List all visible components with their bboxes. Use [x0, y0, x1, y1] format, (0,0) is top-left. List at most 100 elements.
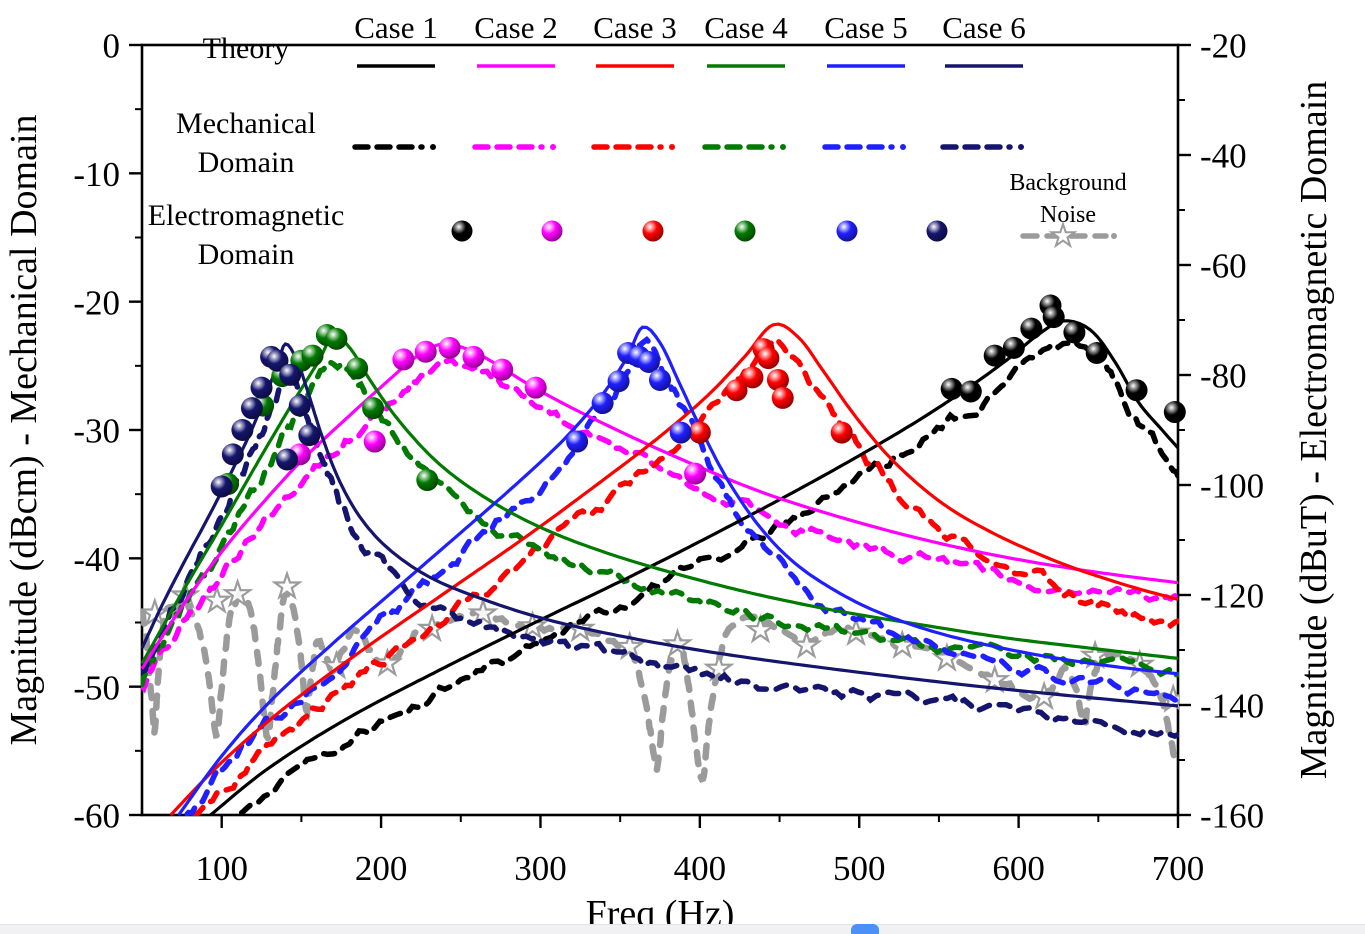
y-right-tick-label: -140 [1200, 687, 1264, 726]
mech-curve-case-3 [186, 336, 1179, 816]
svg-text:Domain: Domain [198, 146, 295, 179]
x-tick-label: 700 [1152, 849, 1205, 888]
sphere-marker [346, 357, 369, 380]
sphere-marker [279, 363, 302, 386]
star-icon [221, 577, 254, 608]
y-right-tick-label: -40 [1200, 137, 1247, 176]
sphere-marker [240, 397, 263, 420]
sphere-marker [669, 421, 692, 444]
em-points-case-1 [940, 294, 1186, 424]
sphere-marker [684, 462, 707, 485]
star-icon [978, 663, 1011, 694]
em-points-case-5 [566, 342, 692, 453]
star-icon [371, 647, 404, 677]
sphere-marker [362, 397, 385, 420]
y-right-axis-title: Magnitude (dBuT) - Electromagnetic Domai… [1293, 81, 1335, 780]
sphere-marker [416, 469, 439, 492]
sphere-marker [1042, 306, 1065, 329]
sphere-marker [725, 379, 748, 402]
sphere-marker [607, 370, 630, 393]
sphere-marker [757, 347, 780, 370]
sphere-marker [414, 340, 437, 363]
sphere-marker [566, 430, 589, 453]
star-icon [201, 584, 233, 615]
star-icon [614, 630, 646, 661]
mech-curve-case-4 [141, 359, 1179, 688]
legend-sphere-swatch [451, 220, 473, 242]
sphere-marker [288, 394, 311, 417]
x-tick-label: 500 [833, 849, 886, 888]
sphere-marker [591, 392, 614, 415]
y-left-tick-label: -50 [73, 668, 120, 707]
sphere-marker [250, 376, 273, 399]
sphere-marker [392, 348, 415, 371]
x-tick-label: 300 [514, 849, 567, 888]
y-left-tick-label: -30 [73, 412, 120, 451]
y-left-tick-label: -10 [73, 155, 120, 194]
theory-curve-case-2 [141, 342, 1179, 670]
theory-curve-case-3 [169, 322, 1179, 816]
sphere-marker [741, 366, 764, 389]
star-icon [790, 629, 823, 659]
sphere-marker [649, 368, 671, 391]
legend-case-label: Case 4 [704, 10, 788, 45]
series-background-noise [141, 587, 1179, 783]
theory-curve-case-6 [141, 342, 1179, 708]
sphere-marker [301, 344, 324, 367]
x-tick-label: 400 [674, 849, 727, 888]
legend-case-label: Case 3 [593, 10, 677, 45]
axes: 100 200 300 400 500 600 700 0 -10 -20 -30 -40 -50 -60… [73, 27, 1264, 888]
x-tick-label: 100 [195, 849, 248, 888]
x-tick-label: 600 [992, 849, 1045, 888]
sphere-marker [940, 377, 963, 400]
bottom-system-strip [0, 924, 1365, 934]
svg-text:Domain: Domain [198, 238, 295, 271]
star-icon [703, 652, 735, 683]
legend-sphere-swatch [642, 220, 664, 242]
sphere-marker [438, 336, 461, 359]
sphere-marker [276, 448, 299, 471]
sphere-marker [637, 350, 660, 373]
x-tick-label: 200 [355, 849, 408, 888]
y-right-tick-label: -100 [1200, 467, 1264, 506]
em-points-case-6 [210, 345, 321, 498]
sphere-marker [830, 421, 853, 444]
legend-noise-star-icon [1048, 220, 1078, 249]
star-icon [467, 596, 499, 627]
svg-text:Noise: Noise [1040, 202, 1096, 228]
legend: Case 1 Case 2 Case 3 Case 4 Case 5 Case 6 Theo… [148, 10, 1127, 271]
y-left-axis-title: Magnitude (dBcm) - Mechanical Domain [3, 114, 45, 745]
sphere-marker [1085, 342, 1108, 364]
sphere-marker [766, 368, 789, 391]
legend-case-label: Case 1 [354, 10, 438, 45]
sphere-marker [231, 419, 254, 441]
star-icon [661, 627, 694, 658]
star-icon [271, 570, 303, 600]
star-icon [744, 613, 777, 644]
sphere-marker [363, 430, 386, 453]
mech-curve-case-5 [182, 336, 1179, 816]
sphere-marker [266, 349, 289, 372]
sphere-marker [959, 380, 982, 403]
sphere-marker [1002, 336, 1025, 359]
legend-case-label: Case 6 [942, 10, 1026, 45]
sphere-marker [1020, 317, 1043, 340]
legend-sphere-swatch [926, 220, 948, 242]
y-left-tick-label: -60 [73, 797, 120, 836]
y-left-tick-label: -40 [73, 540, 120, 579]
sphere-marker [983, 344, 1006, 367]
theory-curve-case-4 [141, 334, 1179, 665]
legend-sphere-swatch [836, 220, 858, 242]
scrollbar-thumb[interactable] [851, 924, 879, 934]
legend-case-label: Case 2 [474, 10, 558, 45]
y-left-tick-label: -20 [73, 283, 120, 322]
sphere-marker [462, 345, 485, 368]
sphere-marker [1125, 379, 1148, 402]
sphere-marker [1063, 321, 1086, 344]
sphere-marker [524, 376, 547, 399]
sphere-marker [221, 443, 244, 466]
legend-row-electromagnetic: Electromagnetic [148, 199, 345, 232]
sphere-marker [771, 386, 794, 409]
y-right-tick-label: -80 [1200, 357, 1247, 396]
